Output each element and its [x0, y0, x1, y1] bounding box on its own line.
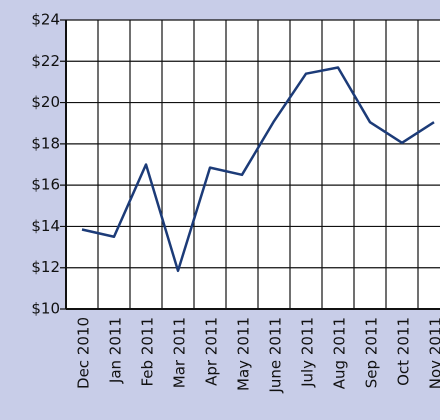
x-tick-label: Sep 2011 — [363, 317, 381, 388]
y-tick-label: $10 — [31, 300, 60, 318]
y-tick-label: $24 — [31, 11, 60, 29]
x-tick-label: Aug 2011 — [331, 317, 349, 389]
x-tick-label: May 2011 — [235, 317, 253, 391]
plot-area — [66, 20, 440, 309]
x-tick-label: Jan 2011 — [107, 317, 125, 384]
x-tick-label: Oct 2011 — [395, 317, 413, 386]
data-line — [81, 66, 435, 273]
x-tick-label: Apr 2011 — [203, 317, 221, 386]
x-tick-label: Nov 2011 — [427, 317, 440, 389]
x-tick-label: Feb 2011 — [139, 317, 157, 387]
x-tick-label: Mar 2011 — [171, 317, 189, 388]
y-tick-label: $12 — [31, 258, 60, 276]
x-tick-label: July 2011 — [299, 317, 317, 388]
y-tick-label: $22 — [31, 52, 60, 70]
y-tick-label: $16 — [31, 176, 60, 194]
y-tick-label: $14 — [31, 217, 60, 235]
y-tick-label: $18 — [31, 134, 60, 152]
y-tick-label: $20 — [31, 93, 60, 111]
x-tick-label: Dec 2010 — [75, 317, 93, 389]
x-tick-label: June 2011 — [267, 317, 285, 394]
